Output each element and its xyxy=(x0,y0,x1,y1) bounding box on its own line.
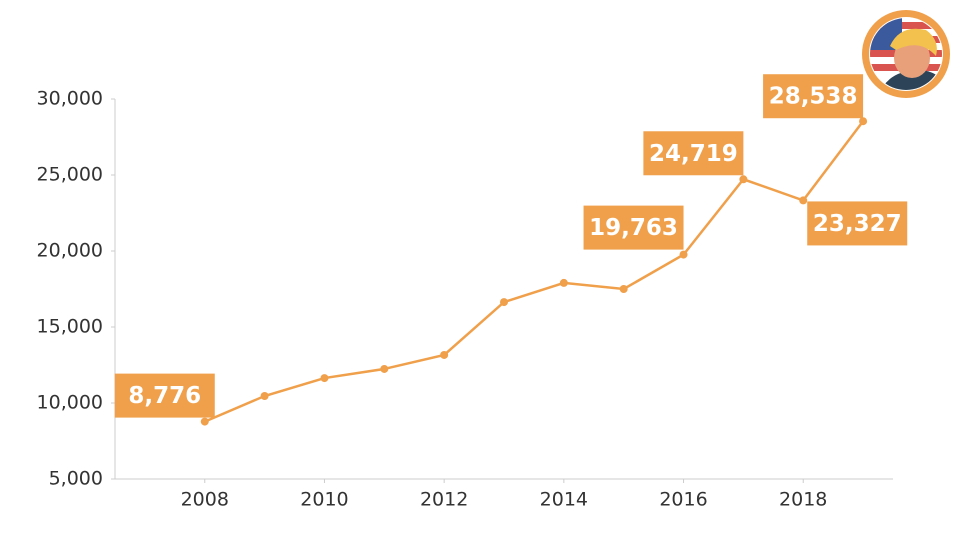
point xyxy=(559,278,568,287)
y-tick-label: 5,000 xyxy=(49,468,103,490)
point xyxy=(679,250,688,259)
value-label-box xyxy=(583,205,684,250)
value-label-box xyxy=(643,131,744,176)
point xyxy=(380,364,389,373)
x-tick-label: 2016 xyxy=(659,489,707,511)
point xyxy=(799,196,808,205)
point xyxy=(500,298,508,307)
y-tick-label: 20,000 xyxy=(37,240,103,262)
x-tick-label: 2008 xyxy=(181,489,229,511)
value-label: 19,763 xyxy=(589,215,678,241)
avatar-icon xyxy=(862,10,950,98)
point xyxy=(440,350,449,359)
value-label: 8,776 xyxy=(128,383,201,409)
value-label: 28,538 xyxy=(769,84,858,110)
y-tick-label: 25,000 xyxy=(37,164,103,186)
x-tick-label: 2010 xyxy=(300,489,348,511)
line xyxy=(204,120,865,423)
point xyxy=(320,374,329,383)
point xyxy=(260,392,269,401)
x-tick-label: 2014 xyxy=(540,489,588,511)
point xyxy=(619,285,628,293)
y-tick-label: 15,000 xyxy=(37,316,103,338)
x-tick-label: 2012 xyxy=(420,489,468,511)
y-tick-label: 30,000 xyxy=(37,88,103,110)
point xyxy=(739,175,748,184)
value-label-box xyxy=(763,74,864,119)
point xyxy=(200,417,209,426)
value-label: 24,719 xyxy=(649,141,738,167)
value-label-box xyxy=(114,373,215,418)
point xyxy=(859,117,868,126)
y-tick-label: 10,000 xyxy=(37,392,103,414)
x-tick-label: 2018 xyxy=(779,489,827,511)
value-label: 23,327 xyxy=(813,211,902,237)
value-label-box xyxy=(807,201,908,246)
